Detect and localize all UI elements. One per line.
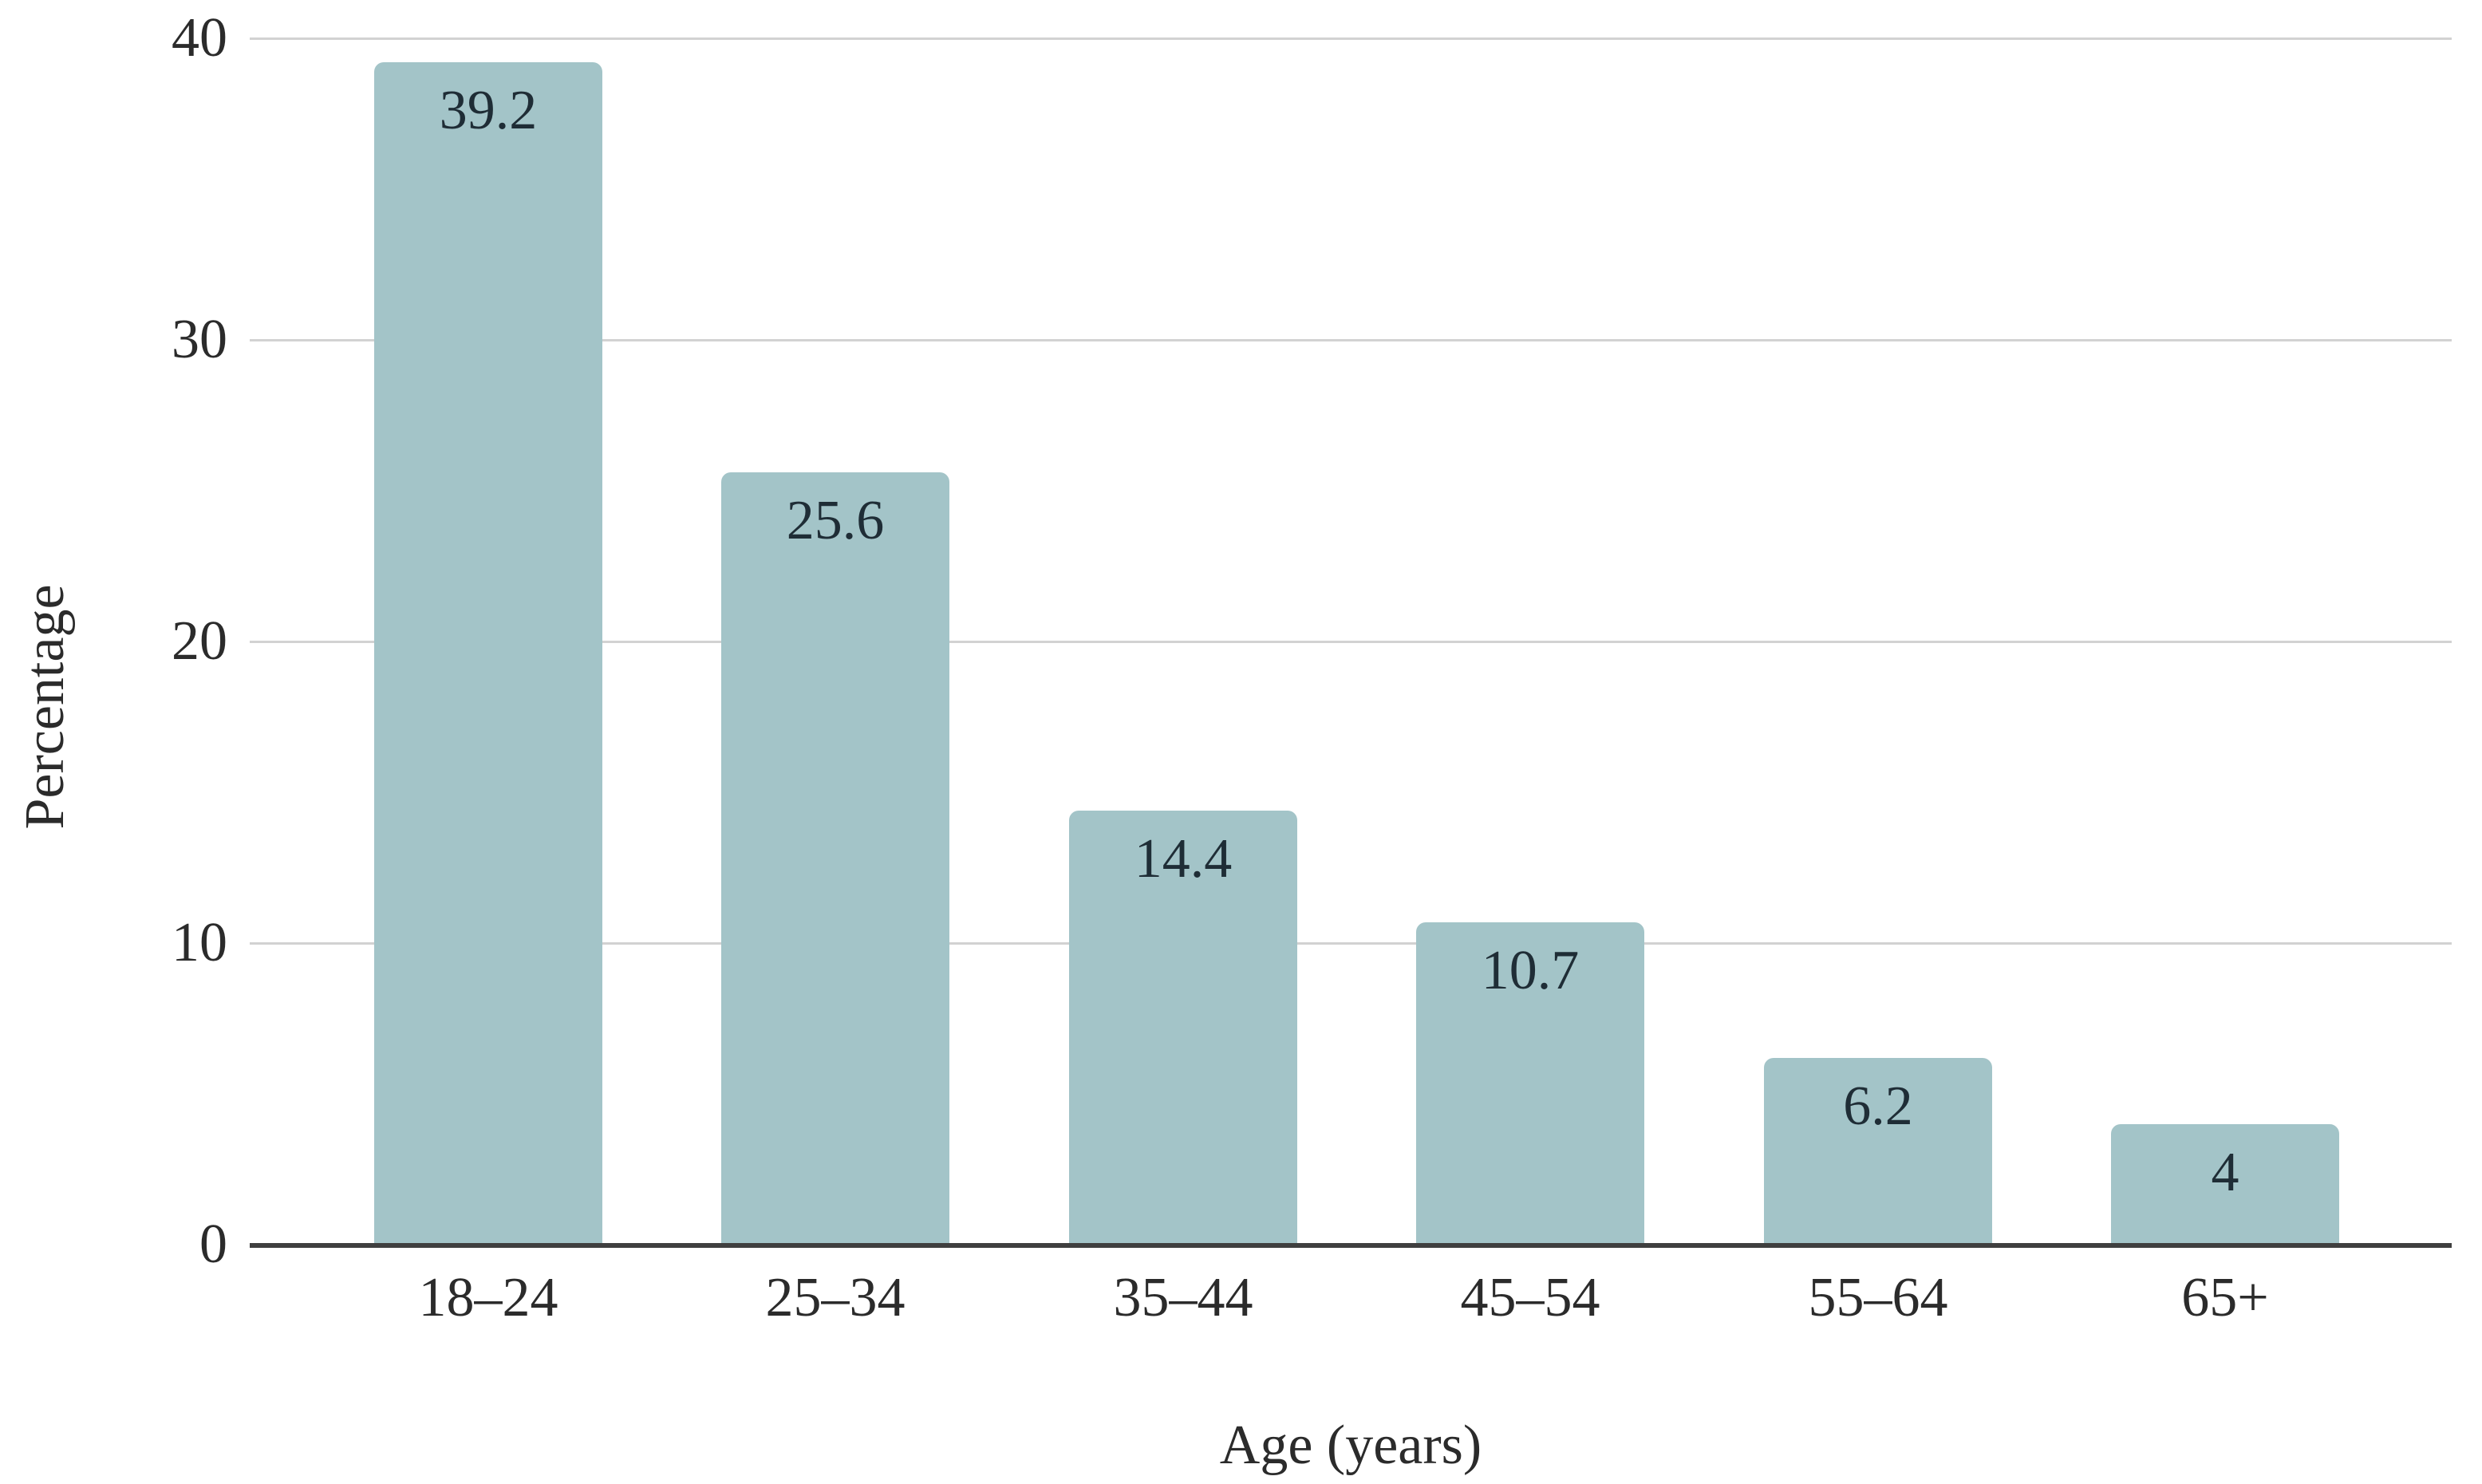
bar-value-label: 39.2	[439, 80, 538, 141]
bar-value-label: 10.7	[1481, 940, 1580, 1001]
bar-value-label: 6.2	[1843, 1076, 1913, 1137]
bar-35–44: 14.4	[1069, 811, 1297, 1245]
bar-value-label: 4	[2211, 1142, 2239, 1203]
y-axis-title: Percentage	[14, 584, 76, 830]
gridline	[250, 37, 2452, 40]
bar-65+: 4	[2111, 1124, 2339, 1245]
gridline	[250, 942, 2452, 945]
y-tick-label: 20	[172, 610, 227, 672]
x-category-label: 18–24	[418, 1267, 558, 1328]
x-category-label: 45–54	[1460, 1267, 1600, 1328]
x-category-label: 35–44	[1113, 1267, 1253, 1328]
y-tick-label: 40	[172, 7, 227, 69]
bar-45–54: 10.7	[1416, 922, 1644, 1245]
x-axis-title: Age (years)	[1219, 1415, 1482, 1476]
y-tick-label: 10	[172, 912, 227, 973]
y-tick-label: 0	[199, 1214, 227, 1275]
bar-55–64: 6.2	[1764, 1058, 1992, 1245]
x-axis-line	[250, 1243, 2452, 1248]
gridline	[250, 339, 2452, 341]
x-category-label: 65+	[2181, 1267, 2269, 1328]
x-category-label: 25–34	[765, 1267, 906, 1328]
y-tick-label: 30	[172, 309, 227, 370]
bar-25–34: 25.6	[721, 472, 949, 1245]
bar-value-label: 14.4	[1134, 828, 1233, 890]
bar-18–24: 39.2	[374, 62, 602, 1245]
bar-value-label: 25.6	[786, 490, 885, 551]
x-category-label: 55–64	[1808, 1267, 1948, 1328]
gridline	[250, 641, 2452, 643]
